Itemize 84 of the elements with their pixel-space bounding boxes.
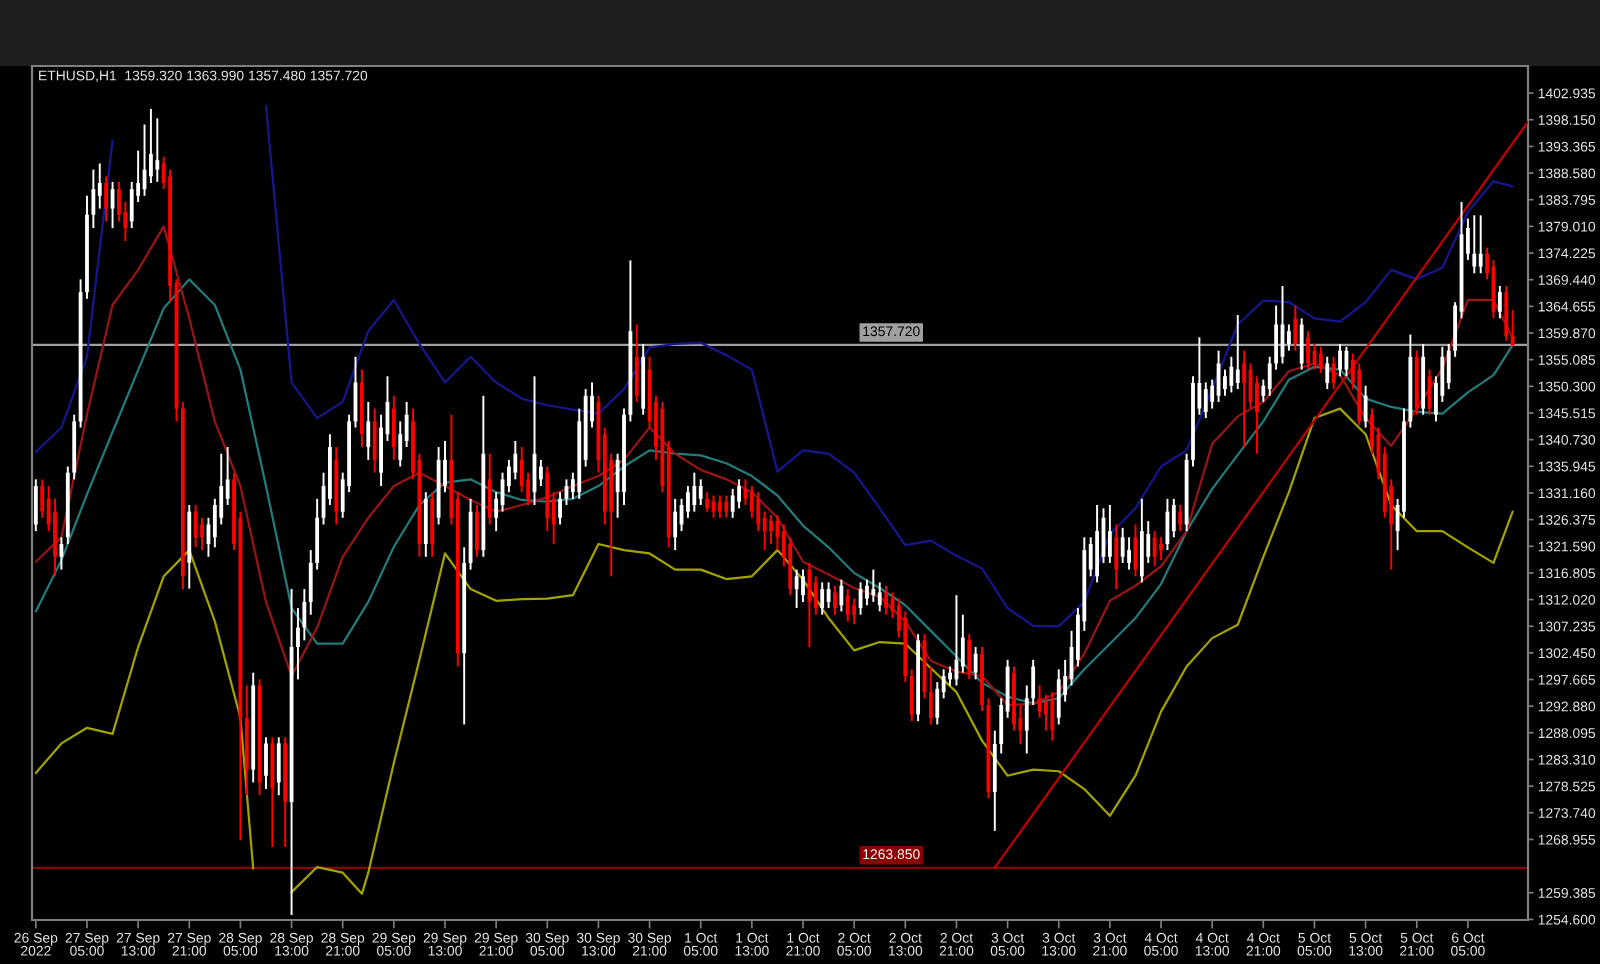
- candlestick: [1510, 309, 1515, 348]
- candlestick: [97, 162, 102, 210]
- candlestick: [270, 736, 275, 848]
- candlestick: [1229, 355, 1234, 394]
- candlestick: [1152, 530, 1157, 568]
- candlestick: [1114, 523, 1119, 591]
- candlestick: [813, 575, 818, 616]
- candlestick: [1159, 536, 1163, 562]
- candlestick: [1139, 497, 1144, 584]
- candlestick: [1363, 384, 1368, 429]
- candlestick: [769, 514, 773, 545]
- candlestick: [193, 504, 198, 549]
- candlestick: [430, 491, 435, 558]
- candlestick: [391, 394, 396, 461]
- candlestick: [698, 478, 703, 506]
- candlestick: [1325, 355, 1330, 391]
- candlestick: [40, 478, 45, 519]
- candlestick: [398, 420, 403, 468]
- candlestick: [794, 568, 799, 610]
- candlestick: [1171, 497, 1176, 539]
- candlestick: [807, 561, 812, 648]
- candlestick: [366, 400, 371, 461]
- candlestick: [155, 117, 160, 183]
- candlestick: [104, 175, 109, 223]
- candlestick: [276, 736, 281, 797]
- candlestick: [538, 458, 543, 488]
- candlestick: [1044, 693, 1048, 732]
- candlestick: [33, 478, 38, 533]
- candlestick: [935, 681, 940, 726]
- candlestick: [264, 736, 268, 791]
- candlestick: [1056, 668, 1061, 726]
- candlestick: [372, 407, 377, 474]
- candlestick: [1095, 504, 1100, 584]
- candlestick: [1299, 317, 1304, 371]
- candlestick: [692, 471, 697, 513]
- candlestick: [1318, 345, 1323, 374]
- candlestick: [756, 491, 761, 533]
- candlestick: [673, 497, 678, 552]
- candlestick: [877, 581, 882, 613]
- candlestick: [1472, 214, 1477, 275]
- candlestick: [1497, 285, 1502, 320]
- candlestick: [1242, 349, 1247, 449]
- candlestick: [1504, 285, 1509, 342]
- candlestick: [1203, 381, 1208, 420]
- candlestick: [801, 568, 805, 603]
- candlestick: [826, 581, 831, 610]
- candlestick: [1178, 504, 1183, 533]
- candlestick: [737, 478, 741, 510]
- candlestick: [1050, 691, 1055, 742]
- candlestick: [928, 665, 933, 726]
- candlestick: [59, 536, 64, 571]
- candlestick: [545, 465, 550, 533]
- candlestick: [973, 646, 978, 681]
- candlestick: [884, 584, 889, 616]
- candlestick: [1286, 323, 1291, 352]
- candlestick: [717, 494, 722, 519]
- candlestick: [1338, 343, 1342, 378]
- candlestick: [730, 487, 735, 519]
- candlestick: [1478, 214, 1483, 275]
- candlestick: [865, 578, 869, 607]
- candlestick: [839, 578, 844, 613]
- candlestick: [1120, 526, 1125, 564]
- candlestick: [833, 584, 837, 616]
- candlestick: [967, 633, 972, 681]
- candlestick: [1306, 330, 1310, 371]
- candlestick: [423, 491, 428, 558]
- candlestick: [820, 581, 825, 616]
- candlestick: [1331, 355, 1336, 391]
- candlestick: [845, 588, 850, 623]
- candlestick: [724, 494, 729, 519]
- candlestick: [705, 491, 710, 513]
- candlestick: [871, 568, 876, 603]
- candlestick: [634, 323, 639, 403]
- candlestick: [148, 107, 153, 184]
- candlestick: [200, 516, 204, 552]
- candlestick: [1127, 536, 1131, 571]
- candlestick: [852, 597, 857, 626]
- candlestick: [475, 504, 479, 558]
- candlestick: [487, 452, 492, 526]
- candlestick: [1293, 304, 1298, 352]
- candlestick: [909, 668, 914, 723]
- candlestick: [1235, 314, 1240, 391]
- candlestick: [1107, 504, 1112, 564]
- candlestick: [960, 613, 965, 674]
